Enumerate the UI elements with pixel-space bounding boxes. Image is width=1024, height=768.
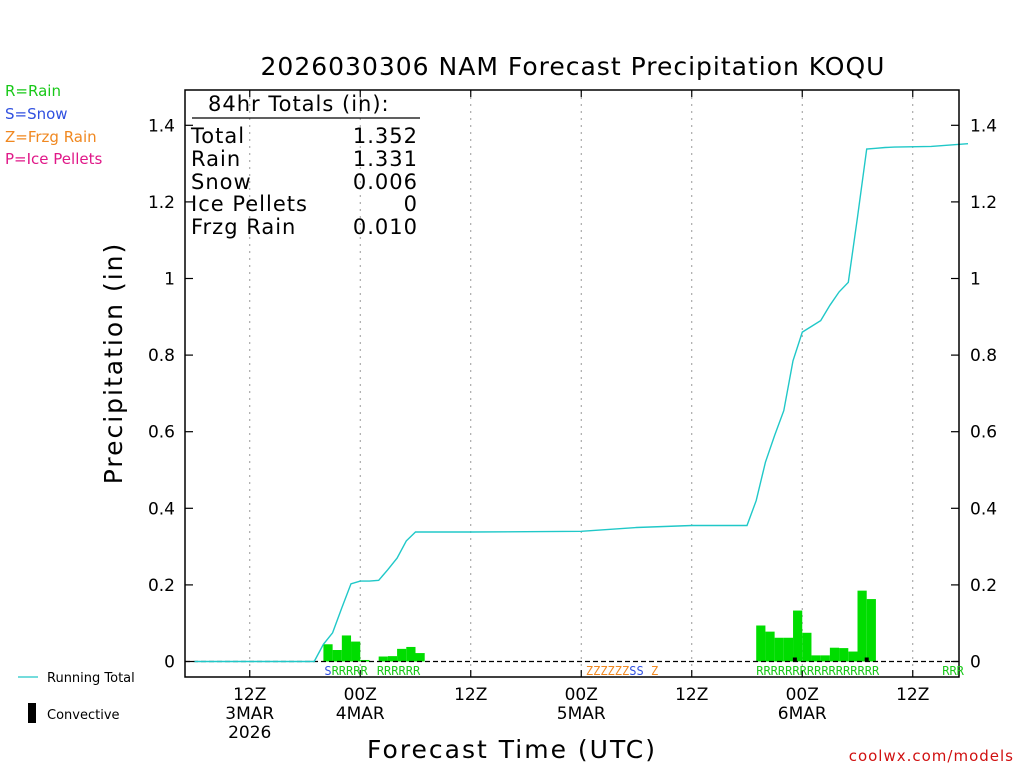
x-tick-label: 12Z [233,685,266,705]
totals-label-frzg-rain: Frzg Rain [191,215,296,239]
legend-convective-swatch [28,703,36,723]
x-tick-label: 3MAR [225,704,274,724]
convective-mark [864,657,869,662]
precip-bar [783,637,794,662]
running-total-series [194,143,969,663]
x-tick-label: 00Z [565,685,598,705]
precip-type-code: SRRRRR [324,664,368,678]
totals-label-rain: Rain [191,147,241,171]
legend-running-total: Running Total [47,671,135,686]
totals-label-ice-pellets: Ice Pellets [191,192,308,216]
y-tick-label-right: 0.8 [970,346,997,366]
precip-bar [802,632,812,662]
precip-bar [774,637,784,662]
totals-box: 84hr Totals (in): Total 1.352 Rain 1.331… [190,92,420,239]
y-axis-label: Precipitation (in) [99,242,128,485]
totals-value-snow: 0.006 [353,170,418,194]
legend-convective: Convective [47,708,120,723]
precip-bar [839,648,849,662]
y-tick-label-left: 1 [164,270,175,290]
precip-type-code: ZZZZZZSS Z [586,664,658,678]
precip-bar [387,656,398,662]
precip-type-code: RRRRRRRRRRRRRRRRR [756,664,880,678]
y-tick-label-right: 1.4 [970,116,997,136]
x-axis-label: Forecast Time (UTC) [367,735,657,764]
precip-bar [415,653,425,662]
precip-bar [829,647,840,662]
precip-bar [857,590,867,662]
y-tick-label-right: 0.2 [970,576,997,596]
x-tick-label: 00Z [786,685,819,705]
y-tick-label-left: 0.4 [148,499,175,519]
totals-header: 84hr Totals (in): [208,92,390,116]
precip-bar [811,655,821,662]
convective-mark [792,657,797,662]
precip-bar [866,599,876,662]
precip-bar [332,650,342,662]
totals-value-frzg-rain: 0.010 [353,215,418,239]
y-tick-label-left: 0.8 [148,346,175,366]
precip-type-code: RRR [942,664,964,678]
credit-text: coolwx.com/models [849,747,1014,765]
running-total-line [194,143,969,663]
x-tick-label: 2026 [228,723,271,743]
y-tick-label-left: 0 [164,653,175,673]
x-tick-label: 12Z [675,685,708,705]
chart-title: 2026030306 NAM Forecast Precipitation KO… [261,52,886,81]
x-tick-label: 12Z [896,685,929,705]
convective-marks [792,657,869,662]
y-axis-ticks: 0 0 0.2 0.2 0.4 0.4 0.6 0.6 0.8 0.8 1 1 1.2 1.2 1.4 1.4 [148,116,997,672]
legend-frzg-rain: Z=Frzg Rain [5,128,97,146]
precip-bars [323,590,876,662]
precip-bar [360,659,370,662]
precip-bar [756,625,766,662]
precip-type-code: RRRRRR [377,664,421,678]
totals-label-total: Total [190,124,245,148]
series-legend: Running Total Convective [18,671,135,723]
precip-bar [378,656,388,662]
totals-label-snow: Snow [191,170,252,194]
totals-value-ice-pellets: 0 [404,192,418,216]
precip-bar [397,648,407,662]
precip-bar [793,610,803,662]
y-tick-label-left: 1.4 [148,116,175,136]
y-tick-label-right: 0.6 [970,423,997,443]
legend-rain: R=Rain [5,82,61,100]
precip-bar [341,635,352,662]
y-tick-label-left: 1.2 [148,193,175,213]
totals-value-rain: 1.331 [353,147,418,171]
y-tick-label-left: 0.6 [148,423,175,443]
x-tick-label: 5MAR [557,704,606,724]
x-tick-label: 4MAR [336,704,385,724]
precip-bar [323,644,333,662]
precip-bar [351,641,361,662]
y-tick-label-right: 1.2 [970,193,997,213]
x-tick-label: 00Z [344,685,377,705]
y-tick-label-right: 0.4 [970,499,997,519]
y-tick-label-right: 0 [970,653,981,673]
precip-type-codes: SRRRRR RRRRRR ZZZZZZSS Z RRRRRRRRRRRRRRRRR R… [324,664,964,678]
totals-value-total: 1.352 [353,124,418,148]
precip-bar [406,646,416,662]
precip-bar [765,631,775,662]
precip-type-legend: R=Rain S=Snow Z=Frzg Rain P=Ice Pellets [5,82,102,168]
y-tick-label-right: 1 [970,270,981,290]
x-tick-label: 6MAR [778,704,827,724]
legend-ice-pellets: P=Ice Pellets [5,150,102,168]
precip-bar [820,655,830,662]
y-tick-label-left: 0.2 [148,576,175,596]
legend-snow: S=Snow [5,105,68,123]
plot-frame [184,89,960,678]
x-tick-label: 12Z [454,685,487,705]
precip-bar [848,651,858,662]
